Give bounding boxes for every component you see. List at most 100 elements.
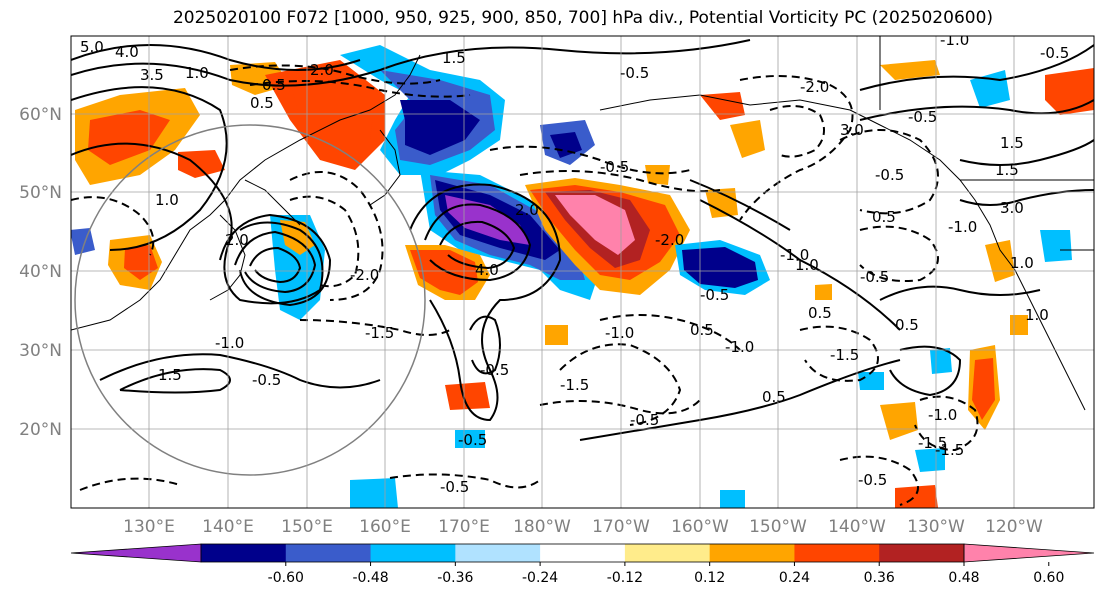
positive-shading: [895, 485, 938, 508]
lon-label: 160°W: [671, 517, 729, 537]
contour-label: 5.0: [80, 38, 104, 56]
coastline: [71, 36, 1094, 411]
contour-label: -1.5: [830, 346, 859, 364]
contour-label: 0.5: [762, 388, 786, 406]
contour-label: -0.5: [440, 478, 469, 496]
contour-line: [71, 39, 751, 87]
contour-label: -0.5: [860, 268, 889, 286]
contour-label: -0.5: [700, 286, 729, 304]
positive-shading: [410, 250, 478, 295]
negative-shading: [682, 247, 758, 288]
colorbar-segment: [285, 544, 372, 562]
shading-layer: [71, 45, 1094, 508]
lon-label: 150°W: [749, 517, 807, 537]
positive-shading: [555, 195, 635, 255]
contour-line: [959, 189, 1094, 206]
negative-shading: [720, 490, 745, 508]
contour-line: [119, 368, 231, 394]
contour-line: [71, 86, 228, 251]
contour-layer: [71, 39, 1094, 441]
contour-label: 1.0: [155, 191, 179, 209]
graticule: [71, 36, 1094, 508]
contour-label: 0.5: [872, 208, 896, 226]
contour-label: 2.0: [225, 231, 249, 249]
colorbar-tick-label: -0.12: [607, 570, 643, 586]
map-frame: [70, 35, 1095, 509]
contour-label: -0.5: [630, 411, 659, 429]
contour-line-dashed: [71, 196, 155, 256]
contour-label: 1.5: [442, 49, 466, 67]
positive-shading: [972, 358, 995, 420]
contour-label: 1.0: [185, 64, 209, 82]
colorbar-tick-label: 0.48: [948, 570, 979, 586]
contour-line: [439, 220, 516, 270]
lat-label: 30°N: [19, 341, 62, 361]
contour-label: -0.5: [458, 431, 487, 449]
contour-line: [99, 353, 381, 389]
contour-line: [579, 359, 901, 441]
contour-line: [71, 142, 324, 305]
contour-line: [859, 44, 1094, 91]
colorbar-tick-label: -0.24: [522, 570, 558, 586]
lon-label: 170°W: [592, 517, 650, 537]
contour-label: -2.0: [800, 78, 829, 96]
contour-label: -1.5: [918, 434, 947, 452]
lon-label: 150°E: [281, 517, 333, 537]
contour-label: -2.0: [655, 231, 684, 249]
contour-line-dashed: [799, 325, 879, 382]
contour-label: -1.0: [725, 338, 754, 356]
positive-shading: [545, 325, 568, 345]
contour-line-dashed: [769, 105, 825, 158]
contour-label: -0.5: [600, 158, 629, 176]
lon-label: 130°E: [123, 517, 175, 537]
positive-shading: [290, 70, 375, 155]
colorbar-tick-label: 0.12: [694, 570, 725, 586]
contour-label: -1.0: [605, 324, 634, 342]
negative-shading: [858, 372, 884, 390]
contour-line: [71, 44, 361, 71]
colorbar-tick-label: -0.48: [352, 570, 388, 586]
colorbar-tick-label: -0.36: [437, 570, 473, 586]
colorbar-segment: [624, 544, 711, 562]
contour-line-dashed: [519, 170, 721, 193]
contour-line: [249, 246, 302, 284]
contour-line-dashed: [489, 145, 691, 175]
contour-line: [689, 179, 791, 231]
contour-label: 3.0: [1000, 199, 1024, 217]
contour-line: [879, 285, 1041, 301]
contour-label: 1.0: [795, 256, 819, 274]
contour-label: -2.0: [350, 266, 379, 284]
contour-line: [469, 315, 501, 375]
contour-line-dashed: [249, 80, 471, 98]
contour-line-dashed: [229, 64, 441, 85]
negative-shading: [350, 478, 398, 508]
positive-shading: [730, 120, 765, 158]
contour-label: 1.0: [1010, 254, 1034, 272]
negative-shading: [1040, 230, 1072, 262]
colorbar-extend-low: [70, 543, 202, 563]
negative-shading: [550, 132, 582, 158]
positive-shading: [88, 110, 170, 165]
contour-label: -0.5: [858, 471, 887, 489]
contour-label: -1.0: [940, 31, 969, 49]
colorbar-segment: [879, 544, 965, 562]
contour-label: -1.5: [935, 441, 964, 459]
positive-shading: [705, 188, 738, 218]
colorbar-tick-label: 0.36: [864, 570, 895, 586]
colorbar-segment: [455, 544, 541, 562]
negative-shading: [455, 430, 485, 448]
lon-label: 120°W: [985, 517, 1043, 537]
lon-label: 170°E: [438, 517, 490, 537]
contour-label: -1.5: [560, 376, 589, 394]
contour-line-dashed: [599, 314, 741, 351]
positive-shading: [985, 240, 1015, 282]
contour-line: [234, 230, 317, 294]
contour-label: -0.5: [908, 108, 937, 126]
contour-line: [219, 213, 332, 307]
contour-line-dashed: [289, 171, 384, 301]
colorbar-frame: [200, 543, 965, 563]
lon-label: 140°W: [828, 517, 886, 537]
contour-line-dashed: [389, 473, 541, 489]
colorbar: -0.60 -0.48 -0.36 -0.24 -0.12 0.12 0.24 0.36 0.4…: [70, 543, 1095, 586]
